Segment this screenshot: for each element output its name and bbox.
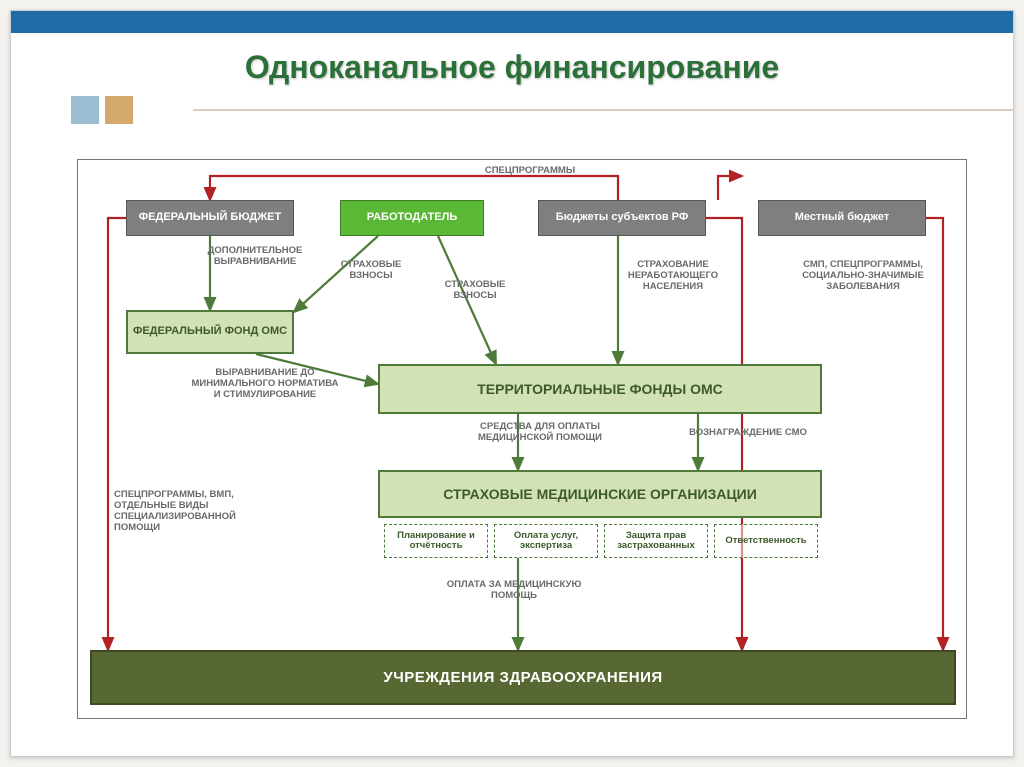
dashed-d2: Оплата услуг, экспертиза [494,524,598,558]
label-dop_vyr: ДОПОЛНИТЕЛЬНОЕ ВЫРАВНИВАНИЕ [180,246,330,268]
accent-line [193,109,1013,111]
dashed-d1: Планирование и отчётность [384,524,488,558]
accent-square-1 [71,96,99,124]
label-sred_opl: СРЕДСТВА ДЛЯ ОПЛАТЫ МЕДИЦИНСКОЙ ПОМОЩИ [450,422,630,444]
node-local_budget: Местный бюджет [758,200,926,236]
dashed-d4: Ответственность [714,524,818,558]
node-employer: РАБОТОДАТЕЛЬ [340,200,484,236]
node-subj_budget: Бюджеты субъектов РФ [538,200,706,236]
diagram-canvas: ФЕДЕРАЛЬНЫЙ БЮДЖЕТ РАБОТОДАТЕЛЬ Бюджеты су… [77,159,967,719]
label-vozn: ВОЗНАГРАЖДЕНИЕ СМО [668,428,828,439]
label-strah_ner: СТРАХОВАНИЕ НЕРАБОТАЮЩЕГО НАСЕЛЕНИЯ [598,260,748,293]
node-fed_budget: ФЕДЕРАЛЬНЫЙ БЮДЖЕТ [126,200,294,236]
label-strah2: СТРАХОВЫЕ ВЗНОСЫ [430,280,520,302]
label-smp: СМП, СПЕЦПРОГРАММЫ, СОЦИАЛЬНО-ЗНАЧИМЫЕ З… [778,260,948,293]
node-smo: СТРАХОВЫЕ МЕДИЦИНСКИЕ ОРГАНИЗАЦИИ [378,470,822,518]
label-vyr_min: ВЫРАВНИВАНИЕ ДО МИНИМАЛЬНОГО НОРМАТИВА И… [190,368,340,401]
accent-divider [11,96,1013,124]
node-institutions: УЧРЕЖДЕНИЯ ЗДРАВООХРАНЕНИЯ [90,650,956,705]
accent-square-2 [105,96,133,124]
label-strah1: СТРАХОВЫЕ ВЗНОСЫ [326,260,416,282]
slide-title: Одноканальное финансирование [11,33,1013,96]
label-opl_med: ОПЛАТА ЗА МЕДИЦИНСКУЮ ПОМОЩЬ [424,580,604,602]
dashed-d3: Защита прав застрахованных [604,524,708,558]
header-bar [11,11,1013,33]
presentation-slide: Одноканальное финансирование ФЕДЕРАЛЬНЫЙ… [10,10,1014,757]
label-spec_vmp: СПЕЦПРОГРАММЫ, ВМП, ОТДЕЛЬНЫЕ ВИДЫ СПЕЦИ… [114,490,284,534]
node-fed_fond: ФЕДЕРАЛЬНЫЙ ФОНД ОМС [126,310,294,354]
node-terr_fonds: ТЕРРИТОРИАЛЬНЫЕ ФОНДЫ ОМС [378,364,822,414]
label-spec_top: СПЕЦПРОГРАММЫ [470,166,590,177]
